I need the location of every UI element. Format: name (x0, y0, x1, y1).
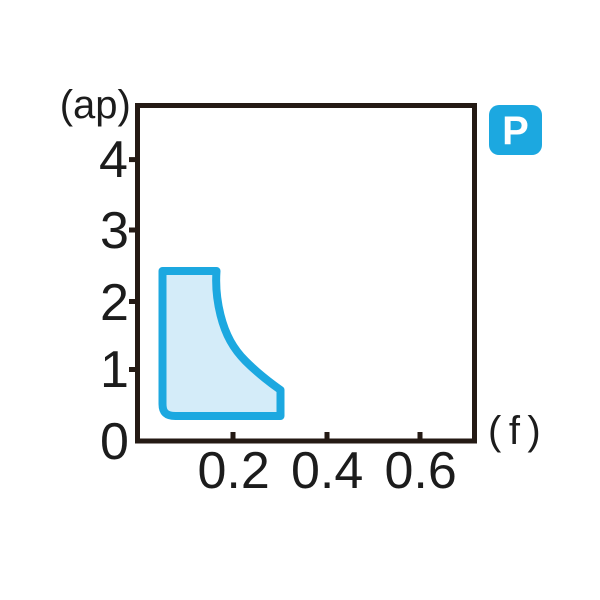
svg-text:P: P (502, 109, 529, 153)
